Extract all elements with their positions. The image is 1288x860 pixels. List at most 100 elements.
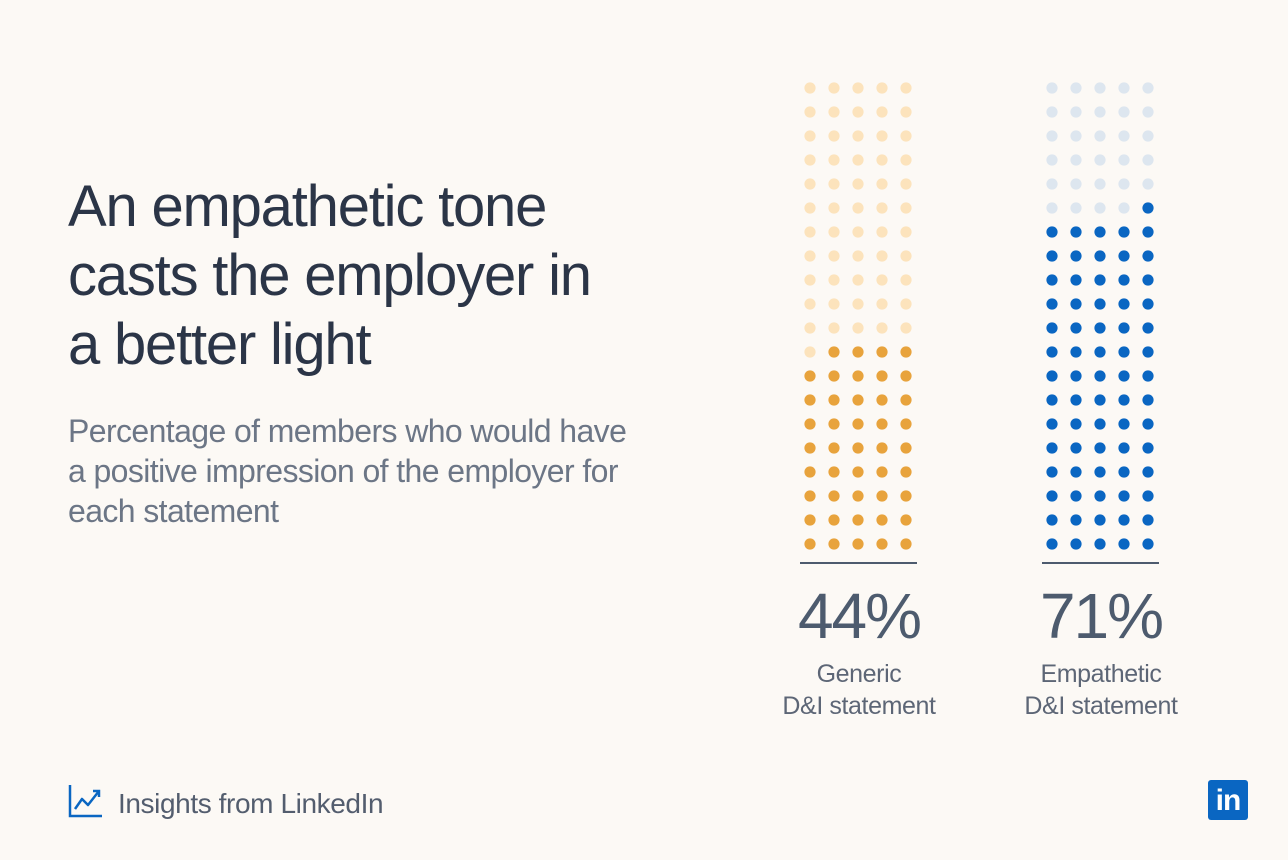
dot-filled [1070, 322, 1082, 334]
dot-filled [1070, 274, 1082, 286]
dot-filled [1094, 514, 1106, 526]
dot-filled [804, 514, 816, 526]
dot-filled [852, 418, 864, 430]
dot-filled [1118, 394, 1130, 406]
dot-empty [828, 202, 840, 214]
dot-filled [1046, 442, 1058, 454]
dot-empty [852, 274, 864, 286]
dot-filled [1118, 298, 1130, 310]
dot-filled [1142, 298, 1154, 310]
dot-filled [1070, 466, 1082, 478]
dot-filled [1094, 394, 1106, 406]
dot-empty [804, 202, 816, 214]
dot-empty [900, 298, 912, 310]
dot-filled [1046, 346, 1058, 358]
dot-empty [900, 250, 912, 262]
dot-empty [1070, 178, 1082, 190]
dot-empty [852, 322, 864, 334]
dot-empty [852, 250, 864, 262]
dot-empty [1046, 106, 1058, 118]
dot-filled [876, 346, 888, 358]
dot-empty [804, 154, 816, 166]
dot-filled [1142, 442, 1154, 454]
baseline-rule [800, 562, 917, 564]
dot-empty [900, 202, 912, 214]
dot-filled [1142, 322, 1154, 334]
dot-empty [876, 154, 888, 166]
dot-empty [1046, 202, 1058, 214]
dot-filled [804, 394, 816, 406]
dot-empty [900, 322, 912, 334]
dot-filled [1118, 250, 1130, 262]
dot-filled [900, 442, 912, 454]
dot-empty [852, 202, 864, 214]
value-label-empathetic: 71% [1039, 580, 1164, 652]
dot-filled [1070, 418, 1082, 430]
linkedin-logo-icon: in [1208, 780, 1248, 820]
dot-filled [900, 394, 912, 406]
dot-empty [900, 154, 912, 166]
dot-filled [1046, 394, 1058, 406]
dot-filled [1118, 226, 1130, 238]
dot-filled [1046, 490, 1058, 502]
dot-empty [876, 226, 888, 238]
dot-empty [1118, 106, 1130, 118]
category-label-line: Generic [816, 660, 902, 688]
dot-filled [900, 514, 912, 526]
dot-empty [852, 178, 864, 190]
dot-filled [1118, 466, 1130, 478]
dot-filled [1142, 226, 1154, 238]
dot-filled [1118, 514, 1130, 526]
category-label-line: Empathetic [1040, 660, 1162, 688]
dot-filled [1094, 442, 1106, 454]
dot-filled [1118, 274, 1130, 286]
dot-filled [876, 466, 888, 478]
dot-empty [1118, 82, 1130, 94]
dot-filled [852, 538, 864, 550]
column-generic: 44% Generic D&I statement [779, 76, 939, 722]
dot-filled [1094, 418, 1106, 430]
dot-filled [1118, 322, 1130, 334]
dot-empty [1142, 178, 1154, 190]
dot-filled [900, 370, 912, 382]
dot-filled [1118, 490, 1130, 502]
dot-empty [828, 130, 840, 142]
dot-filled [1094, 322, 1106, 334]
dot-empty [852, 82, 864, 94]
dot-empty [828, 226, 840, 238]
dot-filled [1094, 538, 1106, 550]
dot-empty [1070, 202, 1082, 214]
dot-filled [804, 490, 816, 502]
dot-filled [1094, 250, 1106, 262]
dot-empty [1094, 202, 1106, 214]
dot-filled [1070, 394, 1082, 406]
dot-filled [1070, 370, 1082, 382]
dot-filled [804, 442, 816, 454]
dot-empty [900, 274, 912, 286]
dot-filled [876, 538, 888, 550]
dot-filled [1142, 514, 1154, 526]
dot-filled [1094, 466, 1106, 478]
dot-empty [1046, 154, 1058, 166]
dot-filled [1046, 250, 1058, 262]
dot-filled [900, 466, 912, 478]
dot-empty [900, 106, 912, 118]
dot-filled [852, 442, 864, 454]
dot-empty [828, 106, 840, 118]
dot-filled [1142, 250, 1154, 262]
dot-filled [1142, 202, 1154, 214]
dot-filled [900, 346, 912, 358]
dot-empty [804, 226, 816, 238]
dot-filled [1118, 442, 1130, 454]
chart-subtitle: Percentage of members who would have a p… [68, 413, 627, 529]
footer-brand: Insights from LinkedIn [68, 783, 384, 824]
column-empathetic: 71% Empathetic D&I statement [1021, 76, 1181, 722]
chart-title: An empathetic tone casts the employer in… [68, 174, 592, 377]
dot-filled [804, 418, 816, 430]
dot-filled [852, 514, 864, 526]
dot-empty [852, 226, 864, 238]
dot-filled [1046, 274, 1058, 286]
dot-empty [1070, 106, 1082, 118]
dot-filled [1070, 538, 1082, 550]
dot-empty [1094, 130, 1106, 142]
